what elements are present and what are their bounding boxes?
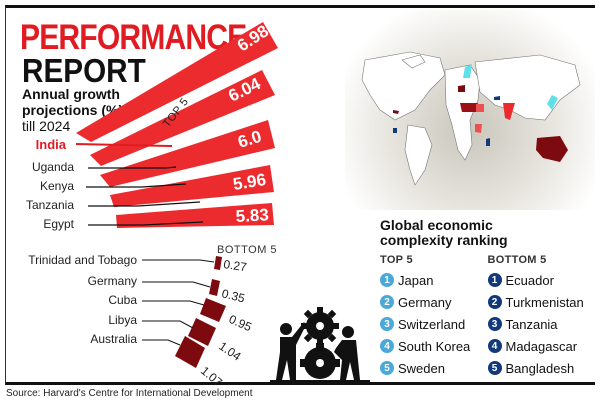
bottom5-leader-lines — [142, 259, 215, 346]
value-egypt: 5.83 — [235, 205, 269, 226]
value-cuba: 0.95 — [227, 312, 254, 334]
infographic-frame — [5, 5, 595, 385]
value-libya: 1.04 — [216, 339, 243, 364]
bottom5-label: BOTTOM 5 — [217, 244, 277, 256]
rank-badge-icon: 3 — [487, 317, 502, 331]
bar-tanzania — [110, 165, 274, 207]
rank-badge-icon: 4 — [380, 339, 394, 353]
bar-kenya — [100, 120, 275, 187]
complexity-ranking-panel: Global economic complexity ranking TOP 5… — [380, 218, 595, 379]
source-note: Source: Harvard's Centre for Internation… — [6, 388, 253, 399]
rank-item: 4 South Korea — [380, 335, 488, 357]
rank-item: 2 Germany — [380, 291, 488, 313]
label-germany: Germany — [87, 274, 137, 288]
rank-item: 1 Japan — [380, 269, 488, 291]
rank-item: 3 Switzerland — [380, 313, 488, 335]
bar-germany — [209, 279, 220, 296]
ranking-title: Global economic complexity ranking — [380, 217, 508, 248]
subtitle-bold: Annual growth projections (%) — [22, 86, 124, 118]
rank-item: 5 Bangladesh — [487, 357, 596, 379]
gears-illustration-icon — [270, 307, 370, 382]
rank-item: 4 Madagascar — [487, 335, 596, 357]
world-map-shapes — [361, 51, 581, 186]
label-kenya: Kenya — [39, 179, 74, 193]
rank-item: 1 Ecuador — [487, 269, 596, 291]
label-tanzania: Tanzania — [25, 198, 74, 212]
bar-uganda — [90, 70, 275, 166]
bar-india — [76, 22, 278, 142]
title-report: REPORT — [22, 52, 146, 89]
bar-cuba — [200, 298, 226, 322]
rank-item: 3 Tanzania — [487, 313, 596, 335]
title-performance: PERFORMANCE — [20, 18, 247, 57]
value-trinidad: 0.27 — [223, 257, 248, 274]
rank-badge-icon: 3 — [380, 317, 394, 331]
value-germany: 0.35 — [220, 286, 246, 305]
ranking-bottom5-header: BOTTOM 5 — [487, 254, 547, 266]
label-cuba: Cuba — [108, 293, 137, 307]
label-uganda: Uganda — [31, 160, 74, 174]
rank-badge-icon: 2 — [380, 295, 394, 309]
rank-badge-icon: 1 — [380, 273, 394, 287]
rank-badge-icon: 4 — [487, 339, 502, 353]
ranking-bottom5: BOTTOM 5 1 Ecuador 2 Turkmenistan 3 Tanzani… — [487, 254, 596, 379]
label-egypt: Egypt — [43, 217, 74, 231]
label-australia: Australia — [90, 332, 137, 346]
value-tanzania: 5.96 — [232, 170, 268, 194]
label-india: India — [35, 137, 66, 152]
chart-subtitle: Annual growth projections (%) till 2024 — [22, 86, 147, 134]
top5-leader-lines — [75, 143, 204, 226]
bar-trinidad — [214, 256, 222, 270]
map-highlights — [393, 64, 568, 162]
bottom5-bars — [175, 256, 226, 368]
ranking-top5-header: TOP 5 — [380, 254, 413, 266]
rank-item: 2 Turkmenistan — [487, 291, 596, 313]
label-libya: Libya — [108, 313, 137, 327]
bar-libya — [188, 318, 216, 346]
rank-badge-icon: 1 — [487, 273, 502, 287]
subtitle-period: till 2024 — [22, 118, 71, 134]
rank-badge-icon: 5 — [380, 361, 394, 375]
top5-bars — [76, 22, 278, 228]
bar-australia — [175, 336, 205, 368]
rank-badge-icon: 5 — [487, 361, 502, 375]
rank-badge-icon: 2 — [487, 295, 502, 309]
rank-item: 5 Sweden — [380, 357, 488, 379]
ranking-top5: TOP 5 1 Japan 2 Germany 3 Switzerland 4 Sout… — [380, 254, 488, 379]
value-australia: 1.07 — [198, 364, 225, 390]
bar-egypt — [116, 203, 274, 228]
label-trinidad: Trinidad and Tobago — [28, 253, 137, 267]
